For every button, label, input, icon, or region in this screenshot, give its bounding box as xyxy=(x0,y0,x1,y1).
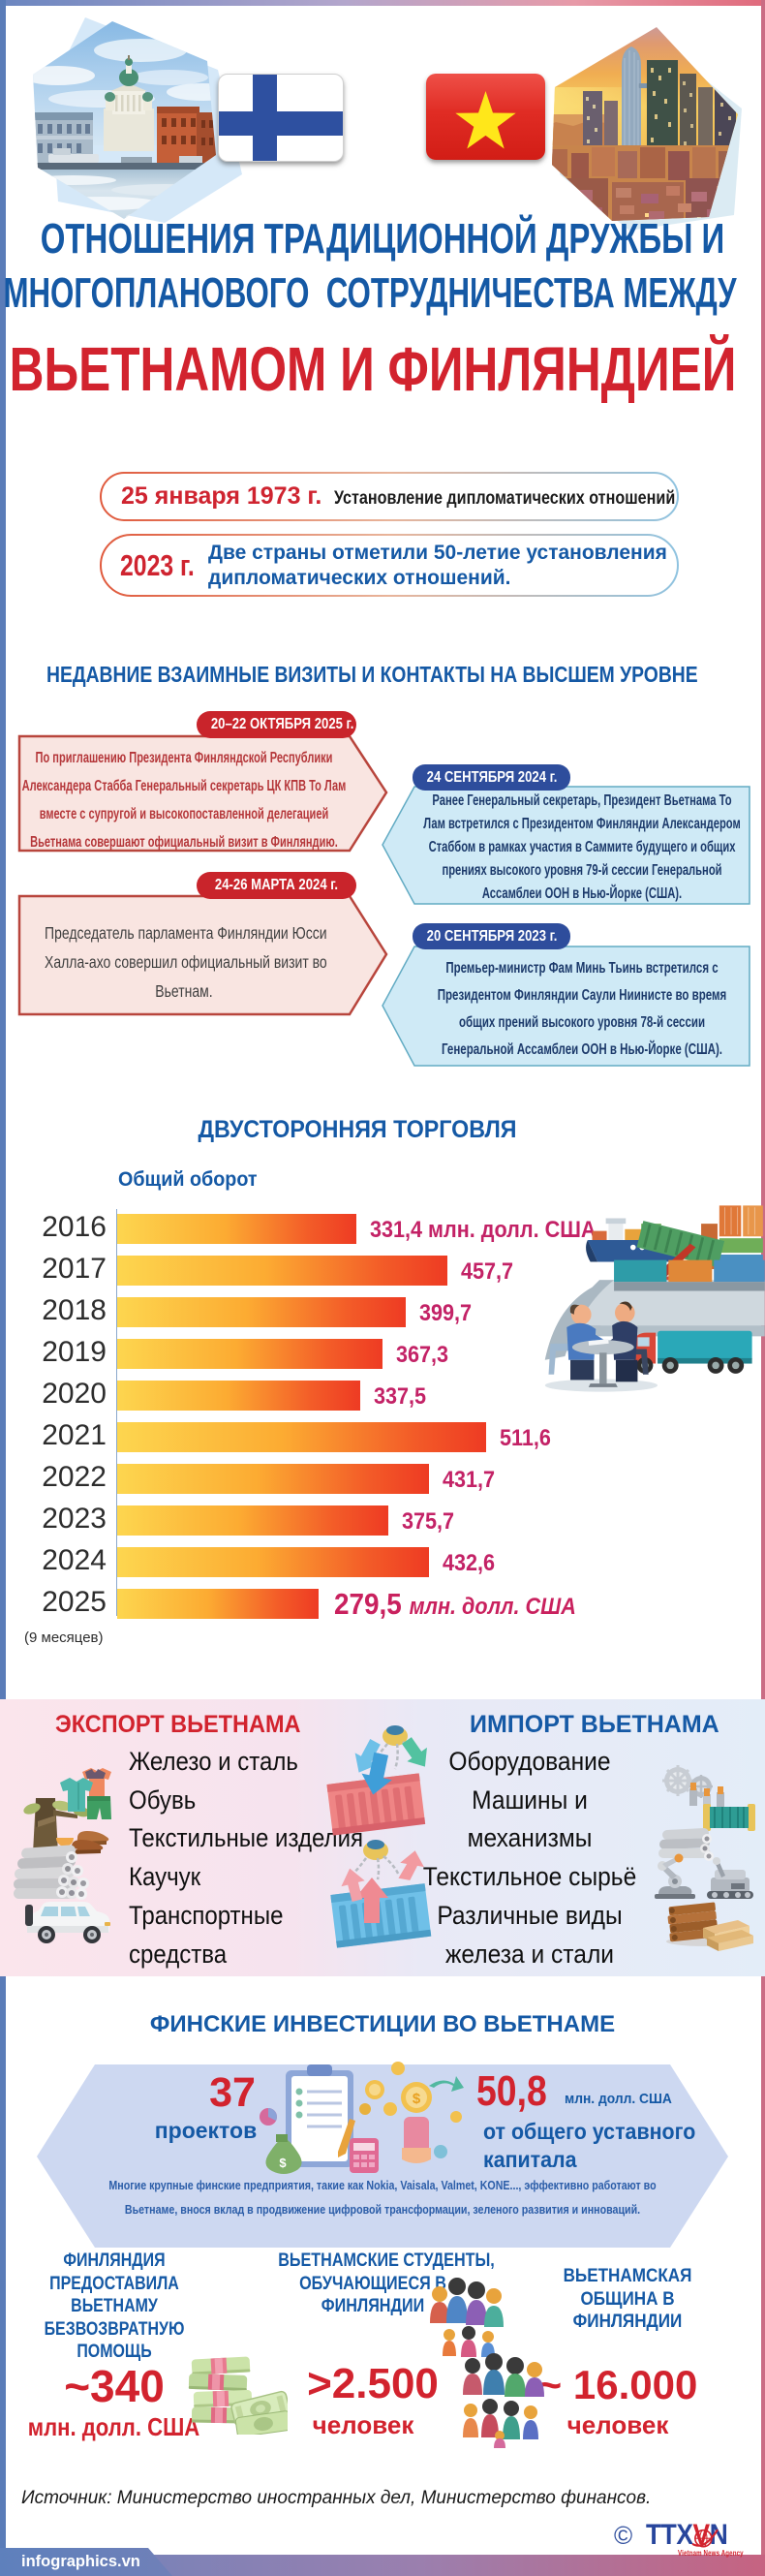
svg-text:$: $ xyxy=(413,2091,421,2107)
svg-text:$: $ xyxy=(279,2156,287,2170)
